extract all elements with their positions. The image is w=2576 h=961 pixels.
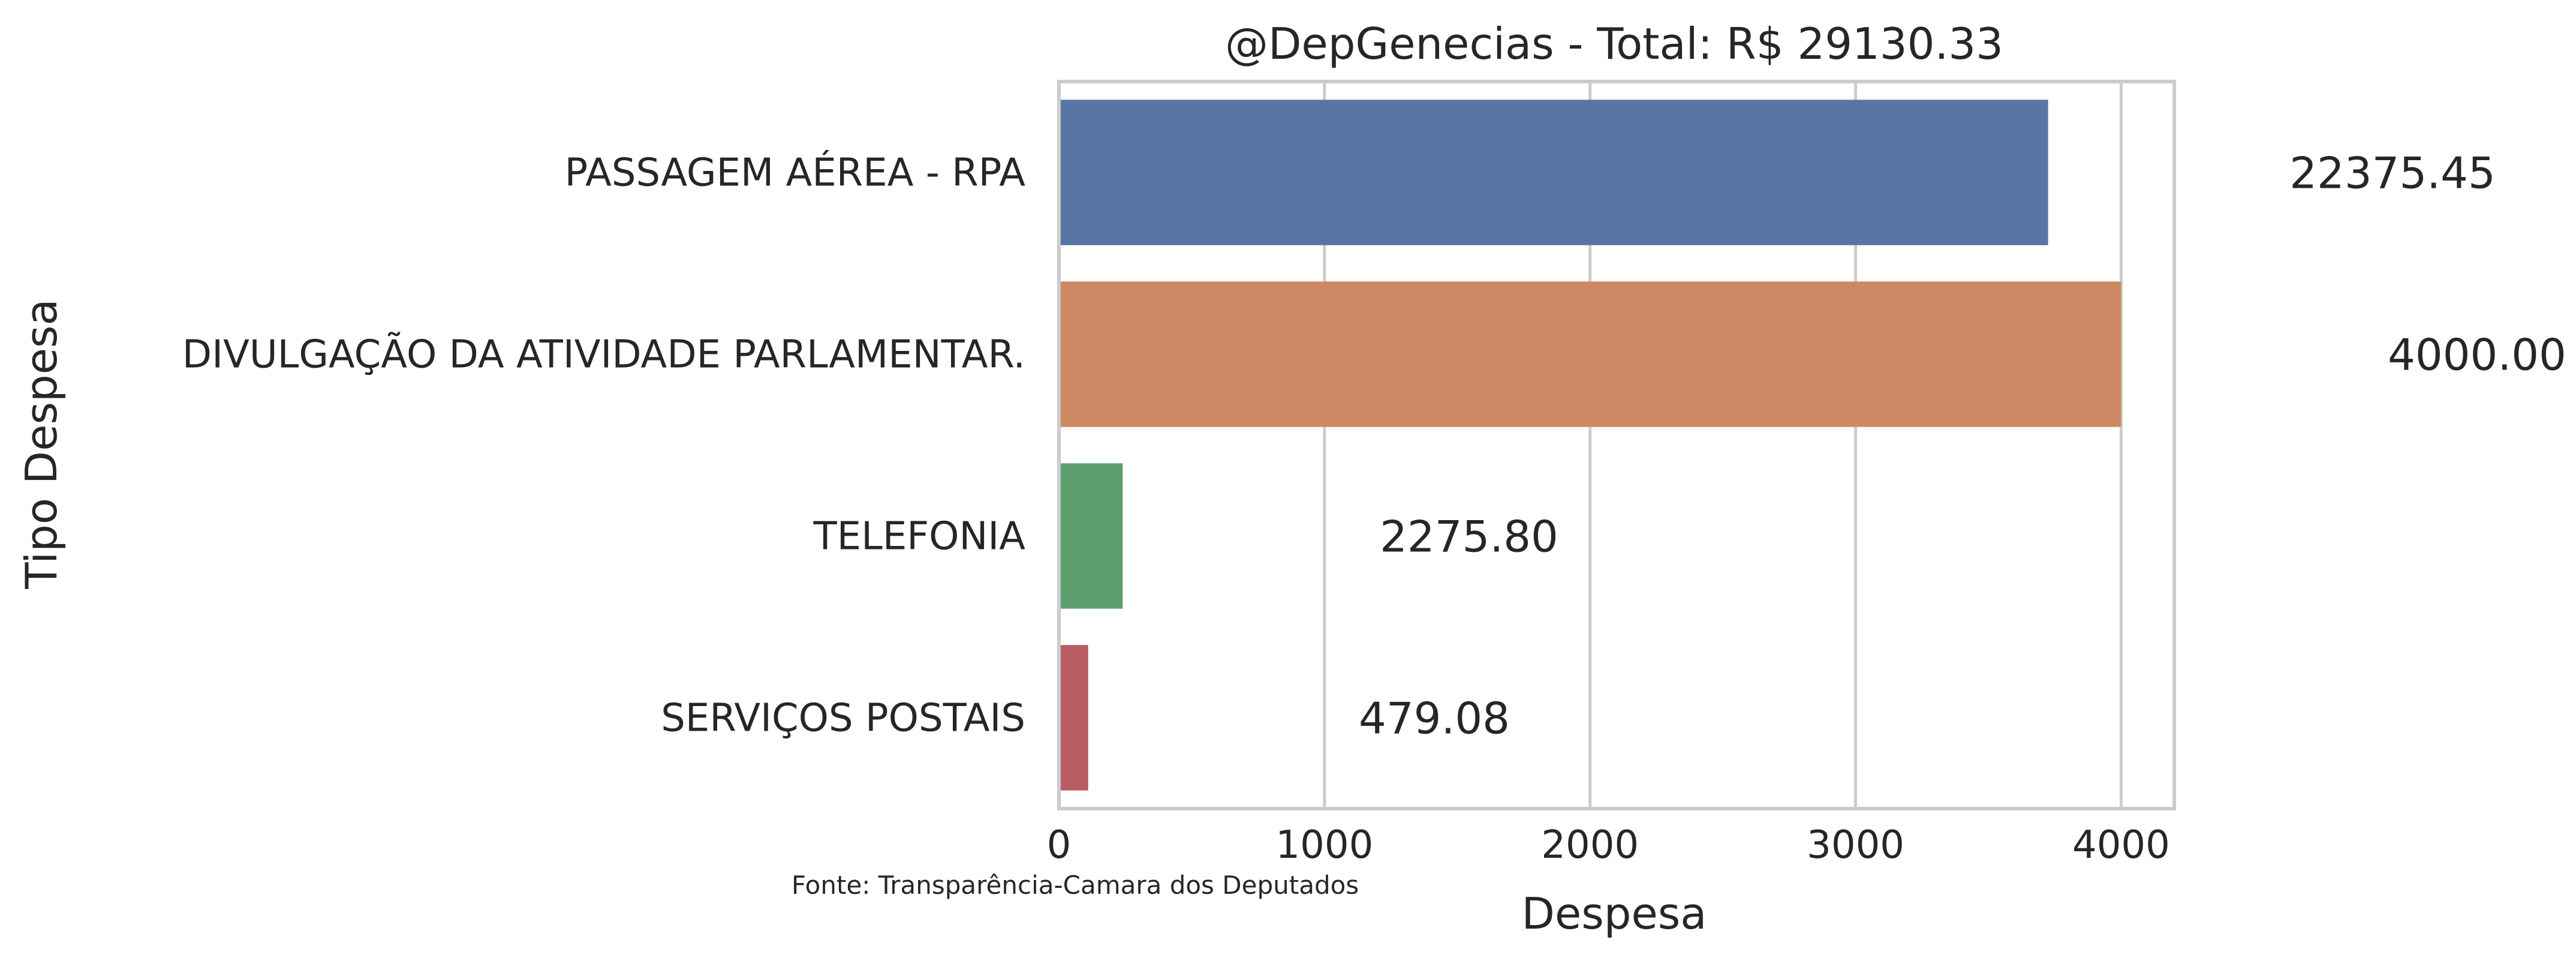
x-axis-ticks: 0 1000 2000 3000 4000 bbox=[1047, 823, 2170, 867]
plot-frame bbox=[1057, 80, 2176, 810]
x-tick-label: 3000 bbox=[1807, 823, 1904, 867]
x-axis-label: Despesa bbox=[1522, 888, 1707, 939]
x-tick-label: 1000 bbox=[1275, 823, 1373, 867]
value-label: 22375.45 bbox=[2289, 148, 2496, 199]
bar bbox=[1059, 645, 1088, 791]
value-labels: 22375.45 4000.00 2275.80 479.08 bbox=[1359, 148, 2566, 744]
x-tick-label: 2000 bbox=[1541, 823, 1639, 867]
chart-title: @DepGenecias - Total: R$ 29130.33 bbox=[1225, 19, 2003, 69]
x-tick-label: 4000 bbox=[2072, 823, 2170, 867]
y-category-label: PASSAGEM AÉREA - RPA bbox=[565, 150, 1026, 196]
y-category-label: TELEFONIA bbox=[813, 515, 1026, 559]
bar bbox=[1059, 463, 1123, 609]
y-axis-label: Tipo Despesa bbox=[16, 299, 67, 589]
y-category-label: DIVULGAÇÃO DA ATIVIDADE PARLAMENTAR. bbox=[182, 332, 1025, 377]
y-axis-category-labels: PASSAGEM AÉREA - RPA DIVULGAÇÃO DA ATIVID… bbox=[182, 150, 1025, 741]
y-category-label: SERVIÇOS POSTAIS bbox=[661, 696, 1025, 741]
bar bbox=[1059, 281, 2121, 427]
source-note: Fonte: Transparência-Camara dos Deputado… bbox=[792, 870, 1359, 900]
value-label: 4000.00 bbox=[2388, 330, 2566, 380]
x-tick-label: 0 bbox=[1047, 823, 1072, 867]
value-label: 479.08 bbox=[1359, 693, 1510, 744]
value-label: 2275.80 bbox=[1380, 512, 1558, 562]
bar bbox=[1059, 100, 2048, 245]
bars bbox=[1059, 100, 2121, 791]
